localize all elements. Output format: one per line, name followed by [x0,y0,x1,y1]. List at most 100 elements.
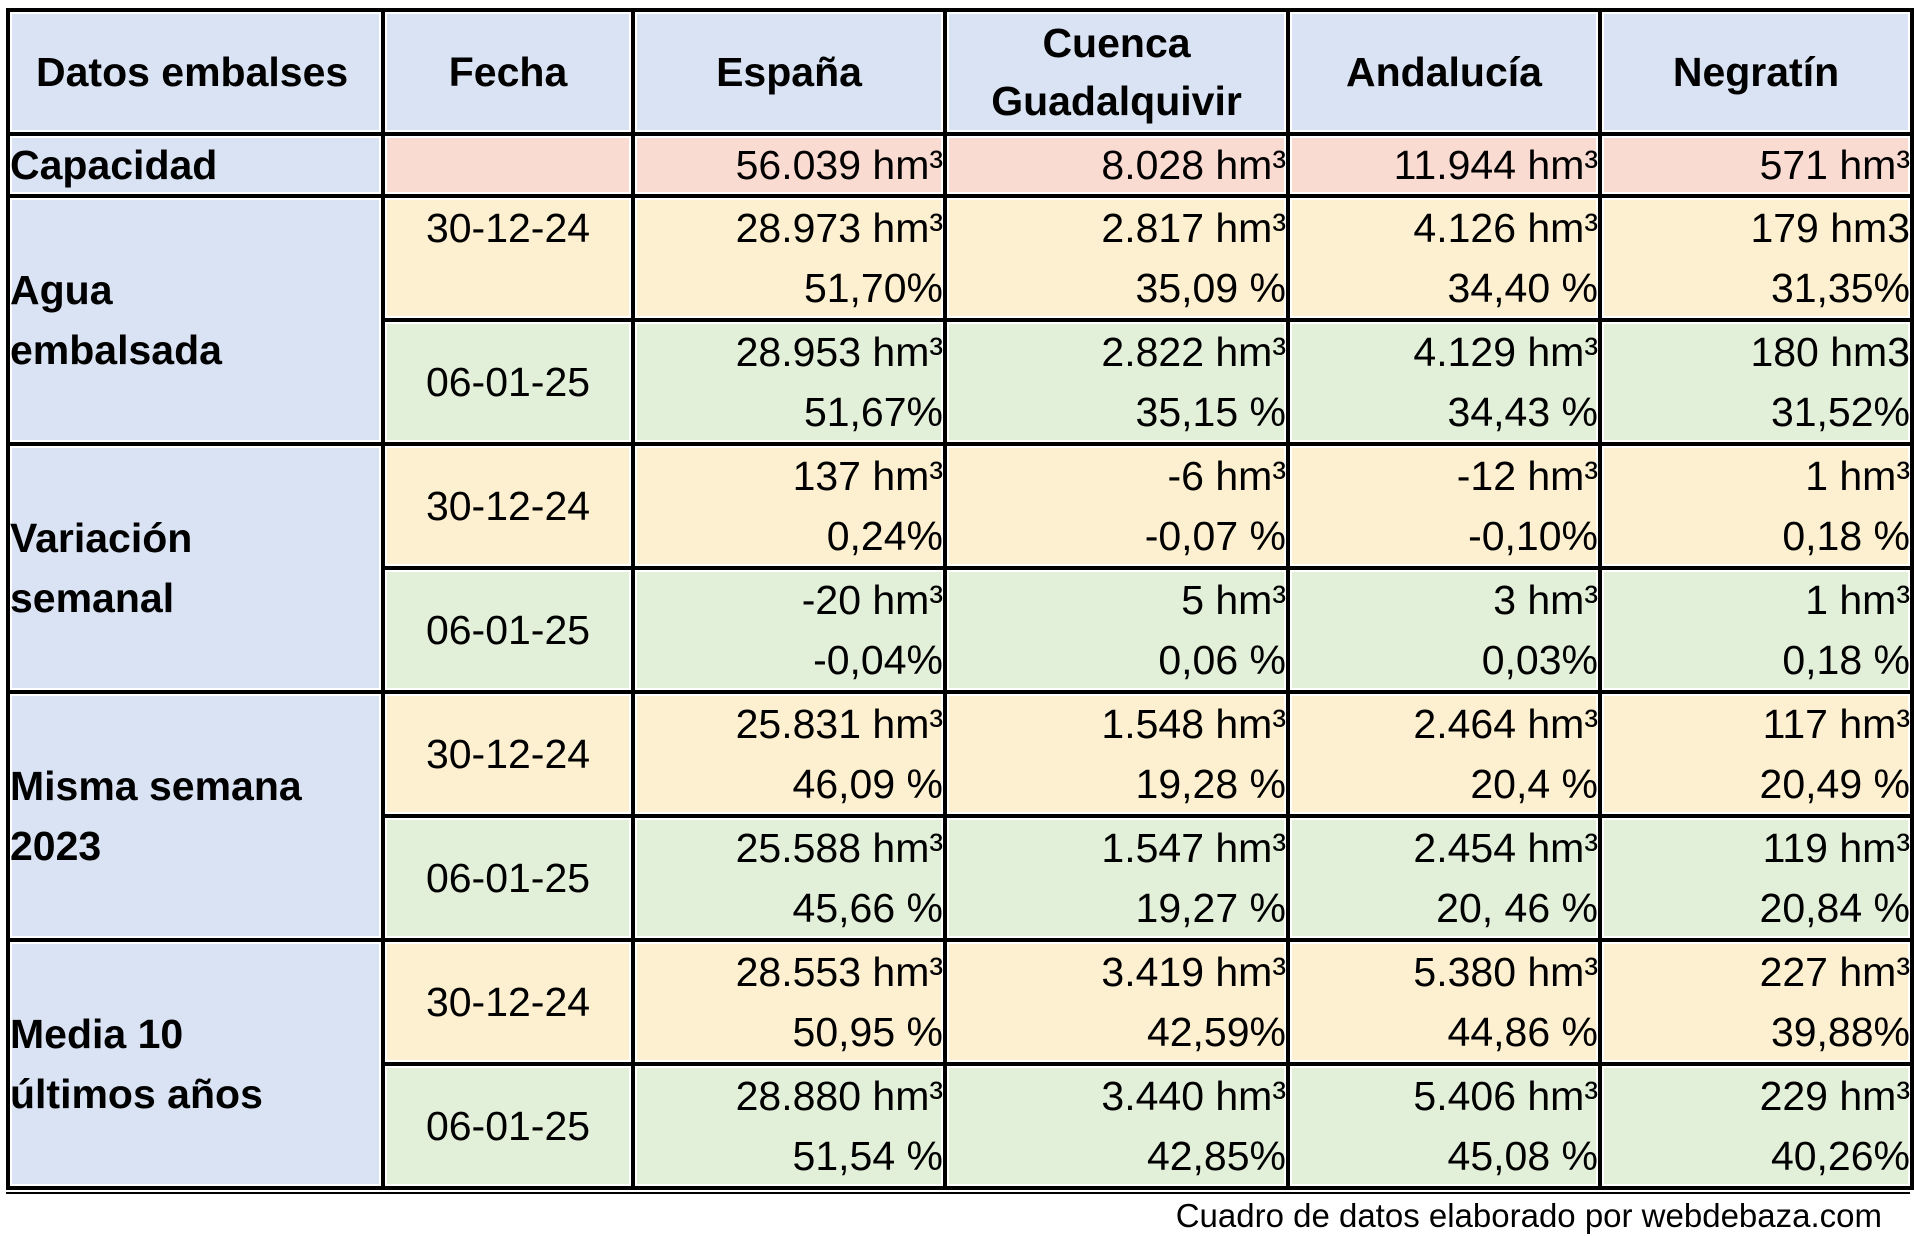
value-cell-negratin: 180 hm3 31,52% [1602,322,1914,446]
percent-value: 20, 46 % [1436,885,1598,931]
percent-value: 35,15 % [1135,389,1286,435]
volume-value: 179 hm3 [1750,205,1910,251]
table-row: Variación semanal 30-12-24 137 hm³ 0,24% -6 h… [10,446,1914,694]
value-cell-cuenca: 1.547 hm³ 19,27 % [947,818,1290,942]
volume-value: 4.126 hm³ [1413,205,1598,251]
date-cell: 06-01-25 [385,818,635,942]
volume-value: 119 hm³ [1762,825,1910,871]
volume-value: 5.406 hm³ [1413,1073,1598,1119]
percent-value: 50,95 % [792,1009,943,1055]
percent-value: 19,28 % [1135,761,1286,807]
header-datos-embalses: Datos embalses [10,12,385,136]
percent-value: 19,27 % [1135,885,1286,931]
section-label-line2: últimos años [10,1071,263,1117]
value-cell-espana: 25.831 hm³ 46,09 % [635,694,947,818]
percent-value: 0,18 % [1782,637,1910,683]
section-label-line2: embalsada [10,327,222,373]
header-espana: España [635,12,947,136]
volume-value: 28.973 hm³ [735,205,943,251]
header-cuenca-guadalquivir: Cuenca Guadalquivir [947,12,1290,136]
section-label-line1: Variación [10,515,193,561]
value-cell-espana: 25.588 hm³ 45,66 % [635,818,947,942]
value-cell-negratin: 229 hm³ 40,26% [1602,1066,1914,1190]
reservoir-data-table: Datos embalses Fecha España Cuenca Guada… [6,8,1914,1190]
value-cell-andalucia: 2.464 hm³ 20,4 % [1290,694,1602,818]
volume-value: -20 hm³ [801,577,943,623]
percent-value: 0,03% [1481,637,1598,683]
value-cell-cuenca: 3.419 hm³ 42,59% [947,942,1290,1066]
percent-value: -0,04% [813,637,943,683]
section-label: Media 10 últimos años [10,942,385,1190]
percent-value: 31,35% [1770,265,1910,311]
value-cell-cuenca: 2.822 hm³ 35,15 % [947,322,1290,446]
section-label-line1: Agua [10,267,113,313]
section-label: Agua embalsada [10,198,385,446]
value-cell-andalucia: 3 hm³ 0,03% [1290,570,1602,694]
capacity-date-empty [385,136,635,198]
value-cell-cuenca: 3.440 hm³ 42,85% [947,1066,1290,1190]
volume-value: 1.548 hm³ [1101,701,1286,747]
value-cell-negratin: 227 hm³ 39,88% [1602,942,1914,1066]
value-cell-cuenca: 5 hm³ 0,06 % [947,570,1290,694]
volume-value: 2.822 hm³ [1101,329,1286,375]
volume-value: 3 hm³ [1493,577,1598,623]
header-cuenca-line1: Cuenca [1042,20,1191,66]
value-cell-andalucia: 5.406 hm³ 45,08 % [1290,1066,1602,1190]
percent-value: 51,67% [803,389,943,435]
volume-value: 1 hm³ [1805,453,1910,499]
value-cell-andalucia: -12 hm³ -0,10% [1290,446,1602,570]
date-cell: 06-01-25 [385,1066,635,1190]
section-label: Variación semanal [10,446,385,694]
volume-value: 1 hm³ [1805,577,1910,623]
volume-value: 28.953 hm³ [735,329,943,375]
volume-value: 2.464 hm³ [1413,701,1598,747]
percent-value: 20,4 % [1470,761,1598,807]
volume-value: 2.454 hm³ [1413,825,1598,871]
percent-value: 45,08 % [1447,1133,1598,1179]
value-cell-negratin: 1 hm³ 0,18 % [1602,446,1914,570]
volume-value: 2.817 hm³ [1101,205,1286,251]
volume-value: 3.440 hm³ [1101,1073,1286,1119]
percent-value: 51,70% [803,265,943,311]
header-andalucia: Andalucía [1290,12,1602,136]
value-cell-cuenca: 2.817 hm³ 35,09 % [947,198,1290,322]
percent-value: 20,84 % [1759,885,1910,931]
table-row: 06-01-25 28.953 hm³ 51,67% 2.822 hm³ 35,15 %… [10,322,1914,446]
date-cell: 30-12-24 [385,446,635,570]
value-cell-negratin: 117 hm³ 20,49 % [1602,694,1914,818]
capacity-espana: 56.039 hm³ [635,136,947,198]
percent-value: 34,40 % [1447,265,1598,311]
date-cell: 06-01-25 [385,570,635,694]
value-cell-espana: 28.973 hm³ 51,70% [635,198,947,322]
date-cell: 30-12-24 [385,942,635,1066]
percent-value: -0,07 % [1144,513,1286,559]
date-cell: 30-12-24 [385,694,635,818]
value-cell-espana: 28.953 hm³ 51,67% [635,322,947,446]
volume-value: -12 hm³ [1456,453,1598,499]
volume-value: 28.880 hm³ [735,1073,943,1119]
volume-value: 180 hm3 [1750,329,1910,375]
volume-value: 3.419 hm³ [1101,949,1286,995]
capacity-cuenca: 8.028 hm³ [947,136,1290,198]
table-row: 06-01-25 -20 hm³ -0,04% 5 hm³ 0,06 % 3 hm³ 0,0… [10,570,1914,694]
percent-value: 40,26% [1770,1133,1910,1179]
percent-value: 0,24% [826,513,943,559]
table-row: 06-01-25 28.880 hm³ 51,54 % 3.440 hm³ 42,85%… [10,1066,1914,1190]
value-cell-espana: 137 hm³ 0,24% [635,446,947,570]
volume-value: 229 hm³ [1759,1073,1910,1119]
date-cell: 30-12-24 [385,198,635,322]
value-cell-negratin: 119 hm³ 20,84 % [1602,818,1914,942]
table-row: Media 10 últimos años 30-12-24 28.553 hm³ 50… [10,942,1914,1190]
date-cell: 06-01-25 [385,322,635,446]
percent-value: 0,18 % [1782,513,1910,559]
header-fecha: Fecha [385,12,635,136]
percent-value: 34,43 % [1447,389,1598,435]
percent-value: 45,66 % [792,885,943,931]
section-label-line1: Media 10 [10,1011,184,1057]
value-cell-andalucia: 4.126 hm³ 34,40 % [1290,198,1602,322]
percent-value: 42,85% [1146,1133,1286,1179]
volume-value: 25.831 hm³ [735,701,943,747]
value-cell-andalucia: 4.129 hm³ 34,43 % [1290,322,1602,446]
value-cell-espana: 28.553 hm³ 50,95 % [635,942,947,1066]
value-cell-andalucia: 5.380 hm³ 44,86 % [1290,942,1602,1066]
